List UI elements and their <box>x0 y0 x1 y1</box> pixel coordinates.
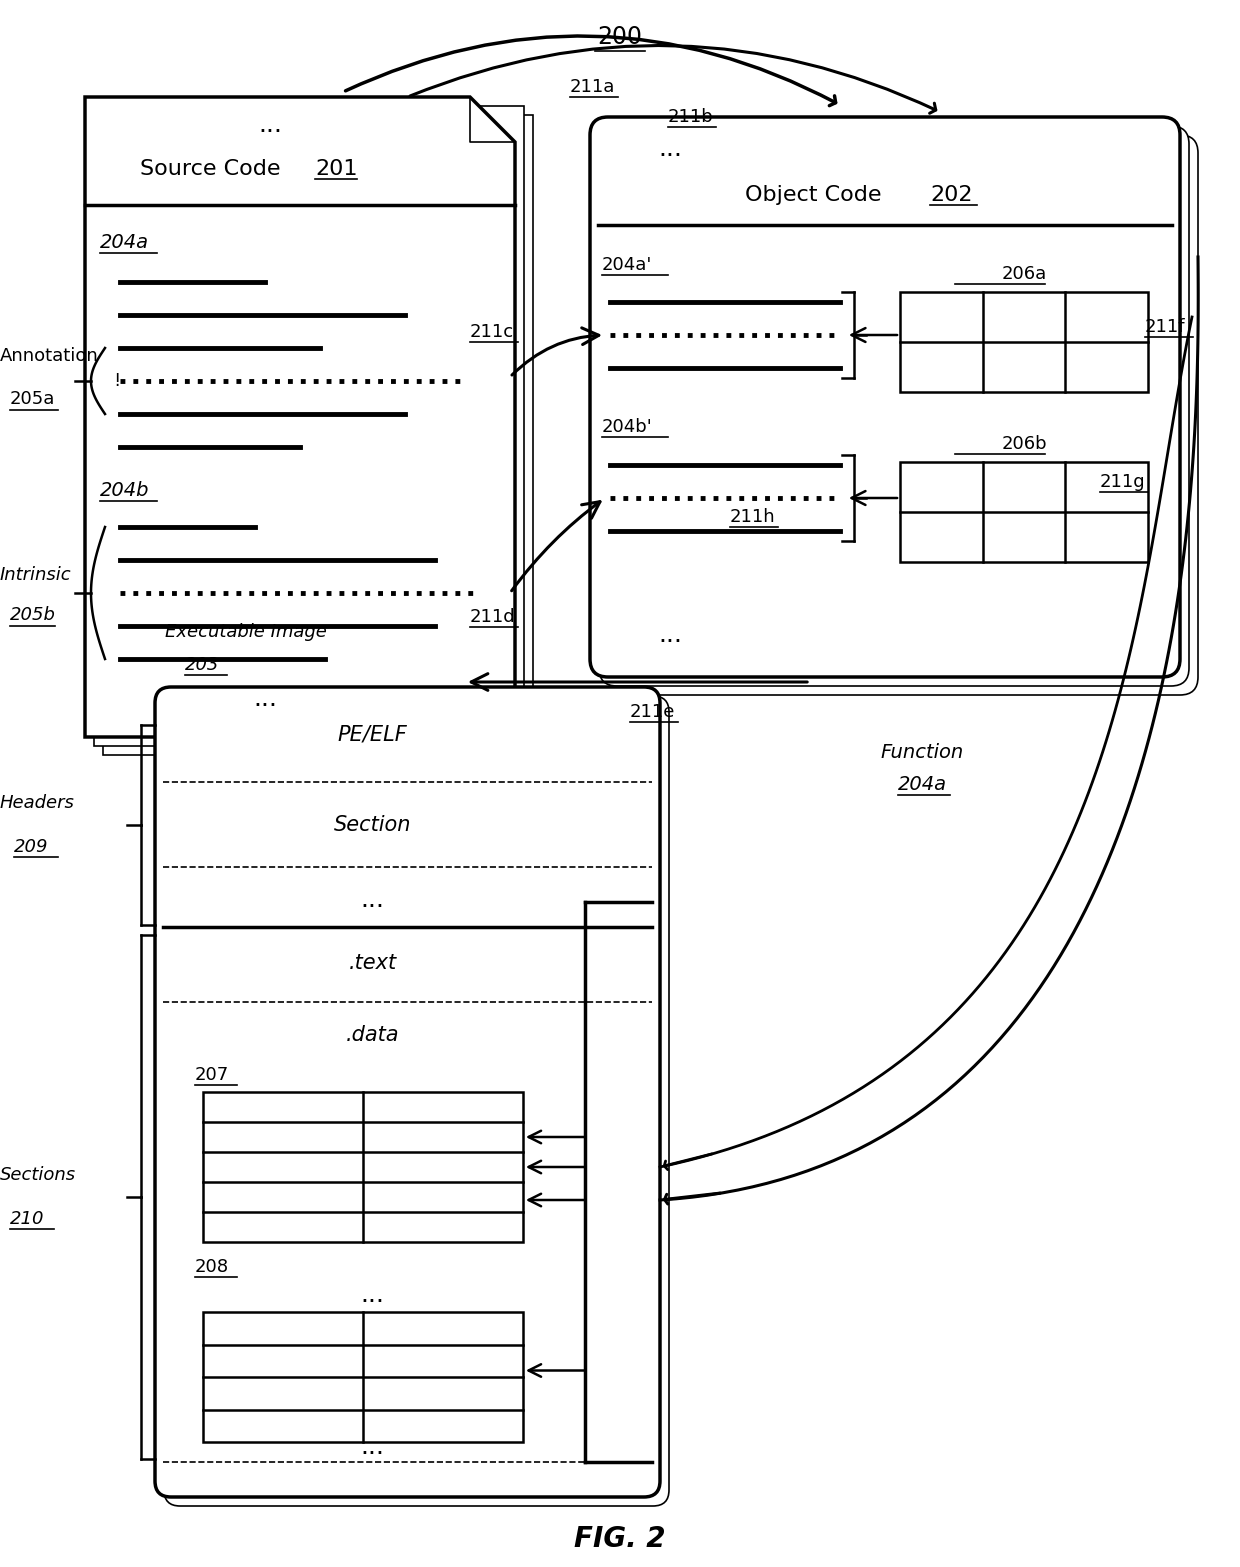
Text: Object Code: Object Code <box>745 185 889 205</box>
Text: ...: ... <box>658 136 682 161</box>
Text: ...: ... <box>361 1435 384 1459</box>
Text: 206a: 206a <box>1002 265 1047 284</box>
Text: Executable Image: Executable Image <box>165 624 327 641</box>
Text: ...: ... <box>658 624 682 647</box>
Text: 205b: 205b <box>10 606 56 624</box>
Text: 204b: 204b <box>100 481 150 500</box>
Text: 205a: 205a <box>10 390 56 407</box>
Bar <box>103 114 533 755</box>
FancyBboxPatch shape <box>164 696 670 1506</box>
FancyBboxPatch shape <box>608 135 1198 696</box>
Text: 207: 207 <box>195 1066 229 1084</box>
Text: 200: 200 <box>598 25 642 49</box>
Text: 211h: 211h <box>730 508 776 527</box>
Text: .data: .data <box>346 1025 399 1045</box>
Text: 211f: 211f <box>1145 318 1185 335</box>
Text: 211e: 211e <box>630 704 676 721</box>
Text: !: ! <box>113 371 120 390</box>
Text: 204a: 204a <box>898 776 947 794</box>
Text: 202: 202 <box>930 185 972 205</box>
Text: PE/ELF: PE/ELF <box>337 726 408 744</box>
Text: 211b: 211b <box>668 108 714 125</box>
Text: .text: .text <box>348 953 397 973</box>
Bar <box>203 1092 523 1243</box>
FancyBboxPatch shape <box>155 686 660 1496</box>
Text: Section: Section <box>334 815 412 835</box>
Text: ...: ... <box>258 113 281 136</box>
Text: 204a': 204a' <box>601 255 652 274</box>
Text: 208: 208 <box>195 1258 229 1276</box>
Text: 211c: 211c <box>470 323 515 342</box>
Text: Function: Function <box>880 743 963 762</box>
Text: ...: ... <box>361 888 384 912</box>
Text: 209: 209 <box>14 838 48 856</box>
Text: 201: 201 <box>315 158 357 179</box>
Text: 211d: 211d <box>470 608 516 625</box>
Bar <box>94 107 525 746</box>
Text: 211g: 211g <box>1100 473 1146 490</box>
Text: FIG. 2: FIG. 2 <box>574 1525 666 1553</box>
Text: 210: 210 <box>10 1210 45 1229</box>
Bar <box>203 1312 523 1442</box>
Text: 204a: 204a <box>100 232 149 251</box>
FancyBboxPatch shape <box>599 125 1189 686</box>
Text: Sections: Sections <box>0 1166 76 1185</box>
Text: ...: ... <box>253 686 277 711</box>
Text: Annotation: Annotation <box>0 346 99 365</box>
Polygon shape <box>86 97 515 736</box>
Text: 204b': 204b' <box>601 418 652 436</box>
Text: ...: ... <box>361 1283 384 1307</box>
Bar <box>900 291 1148 392</box>
Text: Intrinsic: Intrinsic <box>0 566 72 584</box>
Text: Source Code: Source Code <box>140 158 288 179</box>
FancyBboxPatch shape <box>590 118 1180 677</box>
Bar <box>900 462 1148 563</box>
Text: 206b: 206b <box>1001 436 1047 453</box>
Text: 211a: 211a <box>570 78 615 96</box>
Text: Headers: Headers <box>0 794 74 812</box>
Text: 203: 203 <box>185 657 219 674</box>
